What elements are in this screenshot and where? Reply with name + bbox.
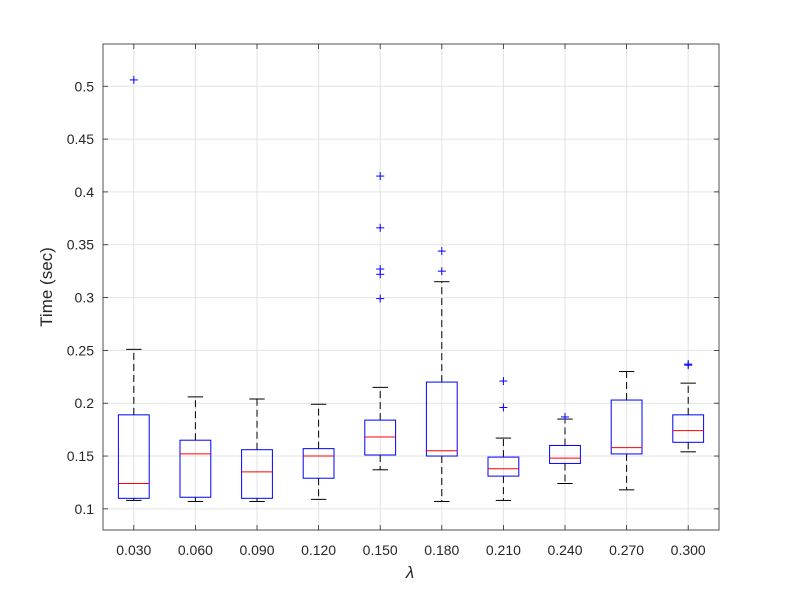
iqr-box [241,449,273,499]
outlier-marker [499,377,508,386]
box-0.180 [425,247,458,502]
y-tick-label: 0.2 [75,395,95,411]
iqr-box [364,419,397,456]
y-tick-label: 0.4 [75,184,95,200]
outlier-marker [684,360,693,369]
outlier-marker [499,403,508,412]
iqr-box [610,399,643,455]
y-tick-label: 0.15 [67,448,94,464]
outlier-marker [376,172,385,181]
x-tick-label: 0.270 [609,542,644,558]
box-0.150 [364,172,397,471]
box-0.120 [302,403,335,500]
outlier-marker [129,75,138,84]
box-0.240 [549,412,581,485]
box-0.210 [487,377,520,501]
x-axis: 0.030 0.060 0.090 0.120 0.150 0.180 0.210 0.240… [116,44,706,558]
x-tick-label: 0.120 [301,542,336,558]
x-tick-label: 0.030 [116,542,151,558]
y-axis-label: Time (sec) [37,247,56,327]
box-0.300 [672,360,705,453]
outlier-marker [561,412,569,421]
outlier-marker [376,265,385,274]
x-tick-label: 0.090 [239,542,274,558]
plot-frame [102,43,720,531]
x-tick-label: 0.180 [424,542,459,558]
box-0.030 [117,75,150,501]
x-tick-label: 0.150 [363,542,398,558]
y-tick-label: 0.25 [67,342,94,358]
iqr-box [487,456,520,477]
iqr-box [302,448,335,479]
outlier-marker [376,223,385,232]
iqr-box [672,414,705,443]
x-tick-label: 0.300 [671,542,706,558]
x-tick-label: 0.210 [486,542,521,558]
x-axis-label: λ [405,563,414,582]
y-tick-label: 0.45 [67,131,94,147]
outlier-marker [437,247,446,256]
y-axis: 0.1 0.15 0.2 0.25 0.3 0.35 0.4 0.45 0.5 [67,78,719,517]
y-tick-label: 0.3 [75,290,95,306]
x-tick-label: 0.060 [178,542,213,558]
iqr-box [179,439,212,498]
plot-background [103,44,719,530]
y-tick-label: 0.5 [75,78,95,94]
iqr-box [549,444,581,464]
x-tick-label: 0.240 [547,542,582,558]
box-0.060 [179,396,212,502]
box-0.090 [241,398,273,502]
outlier-marker [376,294,385,303]
iqr-box [117,414,150,499]
box-0.270 [610,371,643,491]
y-tick-label: 0.35 [67,237,94,253]
box-series [117,75,705,502]
y-tick-label: 0.1 [75,501,95,517]
iqr-box [425,381,458,457]
outlier-marker [437,267,446,276]
